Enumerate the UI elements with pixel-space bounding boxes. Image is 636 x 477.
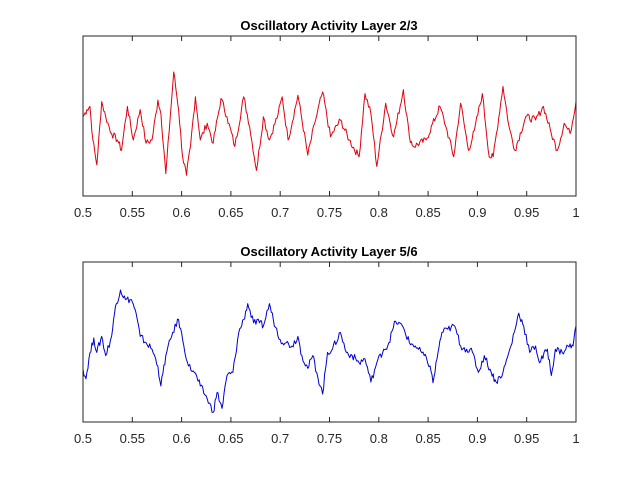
x-tick-label: 0.85 — [415, 205, 440, 220]
x-tick-label: 0.85 — [415, 431, 440, 446]
axes-box — [82, 261, 577, 423]
subplot-title: Oscillatory Activity Layer 5/6 — [240, 244, 417, 259]
x-tick-label: 0.7 — [271, 431, 289, 446]
x-tick-label: 0.55 — [120, 205, 145, 220]
x-tick-label: 1 — [572, 205, 579, 220]
x-tick-label: 0.9 — [468, 431, 486, 446]
axes-box — [82, 35, 577, 197]
x-tick-label: 0.6 — [173, 431, 191, 446]
x-tick-label: 0.75 — [317, 205, 342, 220]
x-tick-label: 0.75 — [317, 431, 342, 446]
x-tick-label: 0.6 — [173, 205, 191, 220]
x-tick-label: 0.8 — [370, 205, 388, 220]
subplot-layer-5-6: Oscillatory Activity Layer 5/6 0.5 0.55 0.… — [74, 244, 580, 446]
x-tick-label: 0.9 — [468, 205, 486, 220]
x-tick-label: 0.5 — [74, 431, 92, 446]
x-tick-label: 0.65 — [218, 205, 243, 220]
x-tick-label: 0.5 — [74, 205, 92, 220]
x-tick-label: 1 — [572, 431, 579, 446]
x-tick-label: 0.95 — [514, 205, 539, 220]
x-tick-label: 0.8 — [370, 431, 388, 446]
data-series-line — [82, 71, 577, 176]
x-tick-label: 0.55 — [120, 431, 145, 446]
data-series-line — [82, 289, 577, 413]
subplot-layer-2-3: Oscillatory Activity Layer 2/3 0.5 0.55 0.… — [74, 18, 580, 220]
x-tick-label: 0.95 — [514, 431, 539, 446]
x-tick-label: 0.65 — [218, 431, 243, 446]
x-tick-label: 0.7 — [271, 205, 289, 220]
subplot-title: Oscillatory Activity Layer 2/3 — [240, 18, 417, 33]
